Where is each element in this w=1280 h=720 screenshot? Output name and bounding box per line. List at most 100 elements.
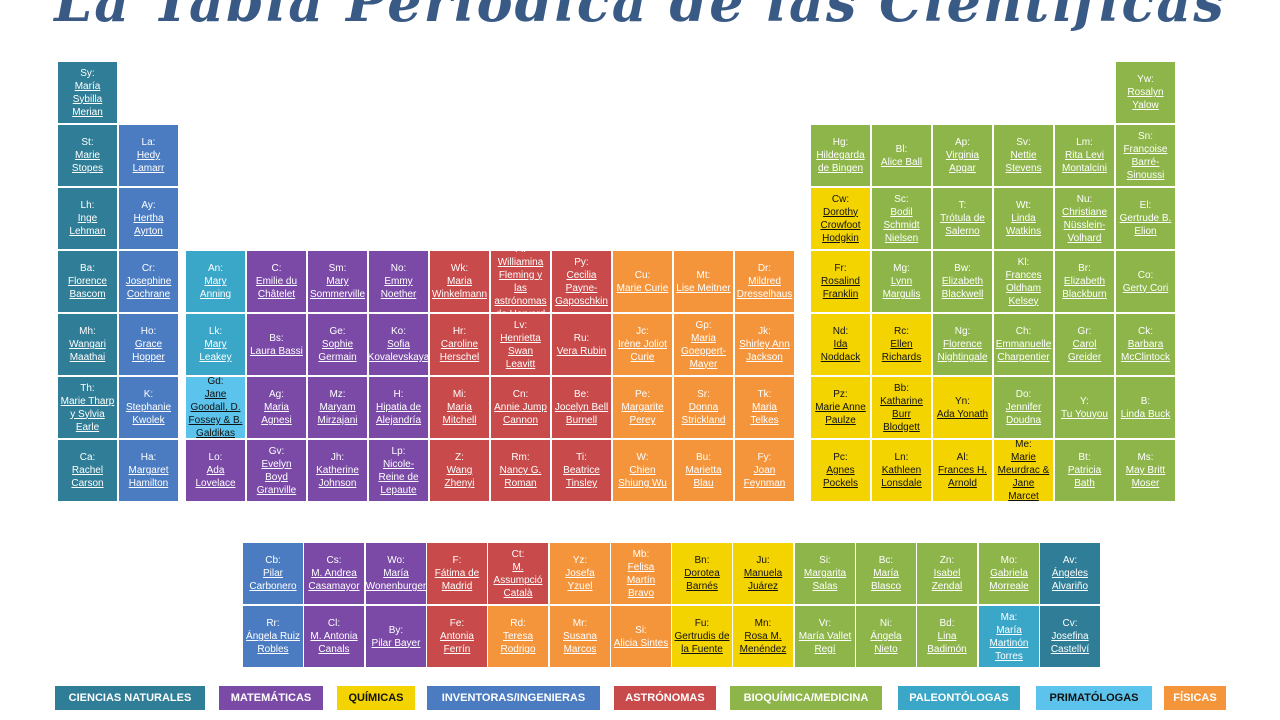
element-cell[interactable]: Nd: Ida Noddack (810, 313, 871, 376)
scientist-name-link[interactable]: Barbara McClintock (1121, 339, 1170, 363)
element-cell[interactable]: Bt: Patricia Bath (1054, 439, 1115, 502)
element-cell[interactable]: Z: Wang Zhenyi (429, 439, 490, 502)
element-cell[interactable]: Fu: Gertrudis de la Fuente (671, 605, 733, 668)
element-cell[interactable]: Si: Alicia Sintes (610, 605, 672, 668)
scientist-name-link[interactable]: Felisa Martín Bravo (626, 561, 656, 599)
scientist-name-link[interactable]: Françoise Barré-Sinoussi (1123, 143, 1168, 181)
scientist-name-link[interactable]: Rachel Carson (71, 465, 104, 489)
element-cell[interactable]: Sn: Françoise Barré-Sinoussi (1115, 124, 1176, 187)
scientist-name-link[interactable]: Caroline Herschel (439, 339, 480, 363)
scientist-name-link[interactable]: Ida Noddack (820, 339, 861, 363)
scientist-name-link[interactable]: Alicia Sintes (613, 637, 669, 649)
scientist-name-link[interactable]: Ángeles Alvariño (1051, 568, 1089, 592)
element-cell[interactable]: Bl: Alice Ball (871, 124, 932, 187)
scientist-name-link[interactable]: Katherine Johnson (316, 465, 359, 489)
scientist-name-link[interactable]: Williamina Fleming y las astrónomas de H… (494, 256, 547, 313)
scientist-name-link[interactable]: Margarita Salas (803, 568, 847, 592)
element-cell[interactable]: Mn: Rosa M. Menéndez (732, 605, 794, 668)
scientist-name-link[interactable]: Linda Watkins (1005, 213, 1042, 237)
scientist-name-link[interactable]: Ada Lovelace (195, 465, 236, 489)
scientist-name-link[interactable]: Joan Feynman (743, 465, 786, 489)
scientist-name-link[interactable]: Hertha Ayrton (133, 213, 164, 237)
element-cell[interactable]: Me: Marie Meurdrac & Jane Marcet (993, 439, 1054, 502)
scientist-name-link[interactable]: Laura Bassi (250, 345, 303, 357)
scientist-name-link[interactable]: Margarite Perey (621, 402, 664, 426)
element-cell[interactable]: Ag: Maria Agnesi (246, 376, 307, 439)
scientist-name-link[interactable]: Ángela Ruiz Robles (246, 631, 300, 655)
element-cell[interactable]: Gr: Carol Greider (1054, 313, 1115, 376)
scientist-name-link[interactable]: Gabriela Morreale (989, 568, 1029, 592)
element-cell[interactable]: Sv: Nettie Stevens (993, 124, 1054, 187)
scientist-name-link[interactable]: Alice Ball (880, 156, 923, 168)
element-cell[interactable]: Bb: Katharine Burr Blodgett (871, 376, 932, 439)
scientist-name-link[interactable]: Annie Jump Cannon (494, 402, 547, 426)
element-cell[interactable]: Bu: Marietta Blau (673, 439, 734, 502)
scientist-name-link[interactable]: Maria Agnesi (261, 402, 292, 426)
scientist-name-link[interactable]: Gertrudis de la Fuente (674, 631, 730, 655)
scientist-name-link[interactable]: Marietta Blau (685, 465, 722, 489)
element-cell[interactable]: By: Pilar Bayer (365, 605, 427, 668)
scientist-name-link[interactable]: Maria Mitchell (442, 402, 477, 426)
scientist-name-link[interactable]: Wang Zhenyi (444, 465, 475, 489)
element-cell[interactable]: Pz: Marie Anne Paulze (810, 376, 871, 439)
scientist-name-link[interactable]: Vera Rubin (556, 345, 607, 357)
element-cell[interactable]: Lh: Inge Lehman (57, 187, 118, 250)
scientist-name-link[interactable]: Pilar Carbonero (249, 568, 297, 592)
element-cell[interactable]: Cr: Josephine Cochrane (118, 250, 179, 313)
scientist-name-link[interactable]: Rosa M. Menéndez (739, 631, 787, 655)
element-cell[interactable]: Ca: Rachel Carson (57, 439, 118, 502)
element-cell[interactable]: Fy: Joan Feynman (734, 439, 795, 502)
element-cell[interactable]: Kl: Frances Oldham Kelsey (993, 250, 1054, 313)
element-cell[interactable]: Mi: Maria Mitchell (429, 376, 490, 439)
scientist-name-link[interactable]: María Vallet Regí (798, 631, 852, 655)
element-cell[interactable]: Ru: Vera Rubin (551, 313, 612, 376)
element-cell[interactable]: Ch: Emmanuelle Charpentier (993, 313, 1054, 376)
element-cell[interactable]: Rm: Nancy G. Roman (490, 439, 551, 502)
element-cell[interactable]: Gv: Evelyn Boyd Granville (246, 439, 307, 502)
scientist-name-link[interactable]: Ada Yonath (936, 408, 989, 420)
element-cell[interactable]: Ha: Margaret Hamilton (118, 439, 179, 502)
scientist-name-link[interactable]: Florence Bascom (68, 276, 107, 300)
element-cell[interactable]: F: Fátima de Madrid (426, 542, 488, 605)
scientist-name-link[interactable]: M. Assumpció Català (493, 561, 543, 599)
scientist-name-link[interactable]: Marie Tharp y Sylvia Earle (60, 395, 115, 433)
element-cell[interactable]: Sm: Mary Sommerville (307, 250, 368, 313)
scientist-name-link[interactable]: Mildred Dresselhaus (736, 276, 793, 300)
element-cell[interactable]: Co: Gerty Cori (1115, 250, 1176, 313)
element-cell[interactable]: No: Emmy Noether (368, 250, 429, 313)
scientist-name-link[interactable]: Cecilia Payne-Gaposchkin (555, 269, 608, 307)
element-cell[interactable]: Hr: Caroline Herschel (429, 313, 490, 376)
element-cell[interactable]: Sy: María Sybilla Merian (57, 61, 118, 124)
scientist-name-link[interactable]: Emilie du Châtelet (255, 276, 298, 300)
element-cell[interactable]: Bw: Elizabeth Blackwell (932, 250, 993, 313)
scientist-name-link[interactable]: Inge Lehman (69, 213, 106, 237)
element-cell[interactable]: Yw: Rosalyn Yalow (1115, 61, 1176, 124)
element-cell[interactable]: K: Stephanie Kwolek (118, 376, 179, 439)
element-cell[interactable]: Cw: Dorothy Crowfoot Hodgkin (810, 187, 871, 250)
element-cell[interactable]: Bc: María Blasco (855, 542, 917, 605)
element-cell[interactable]: Ju: Manuela Juárez (732, 542, 794, 605)
element-cell[interactable]: Th: Marie Tharp y Sylvia Earle (57, 376, 118, 439)
element-cell[interactable]: Cl: M. Antonia Canals (303, 605, 365, 668)
element-cell[interactable]: Ni: Ángela Nieto (855, 605, 917, 668)
element-cell[interactable]: Gp: Maria Goeppert-Mayer (673, 313, 734, 376)
scientist-name-link[interactable]: Lynn Margulis (882, 276, 921, 300)
scientist-name-link[interactable]: Hildegarda de Bingen (816, 150, 865, 174)
scientist-name-link[interactable]: Gerty Cori (1122, 282, 1169, 294)
scientist-name-link[interactable]: Frances Oldham Kelsey (1005, 269, 1042, 307)
element-cell[interactable]: Rr: Ángela Ruiz Robles (242, 605, 304, 668)
element-cell[interactable]: Mb: Felisa Martín Bravo (610, 542, 672, 605)
element-cell[interactable]: Bd: Lina Badimón (916, 605, 978, 668)
element-cell[interactable]: Y: Tu Youyou (1054, 376, 1115, 439)
scientist-name-link[interactable]: Maryam Mirzajani (317, 402, 358, 426)
scientist-name-link[interactable]: Maria Goeppert-Mayer (680, 332, 727, 370)
scientist-name-link[interactable]: Elizabeth Blackwell (941, 276, 984, 300)
scientist-name-link[interactable]: Sofia Kovalevskaya (368, 339, 429, 363)
element-cell[interactable]: Bs: Laura Bassi (246, 313, 307, 376)
scientist-name-link[interactable]: Antonia Ferrín (440, 631, 474, 655)
scientist-name-link[interactable]: Donna Strickland (681, 402, 726, 426)
element-cell[interactable]: Cn: Annie Jump Cannon (490, 376, 551, 439)
element-cell[interactable]: Sc: Bodil Schmidt Nielsen (871, 187, 932, 250)
element-cell[interactable]: Ck: Barbara McClintock (1115, 313, 1176, 376)
scientist-name-link[interactable]: Maria Winkelmann (432, 276, 488, 300)
